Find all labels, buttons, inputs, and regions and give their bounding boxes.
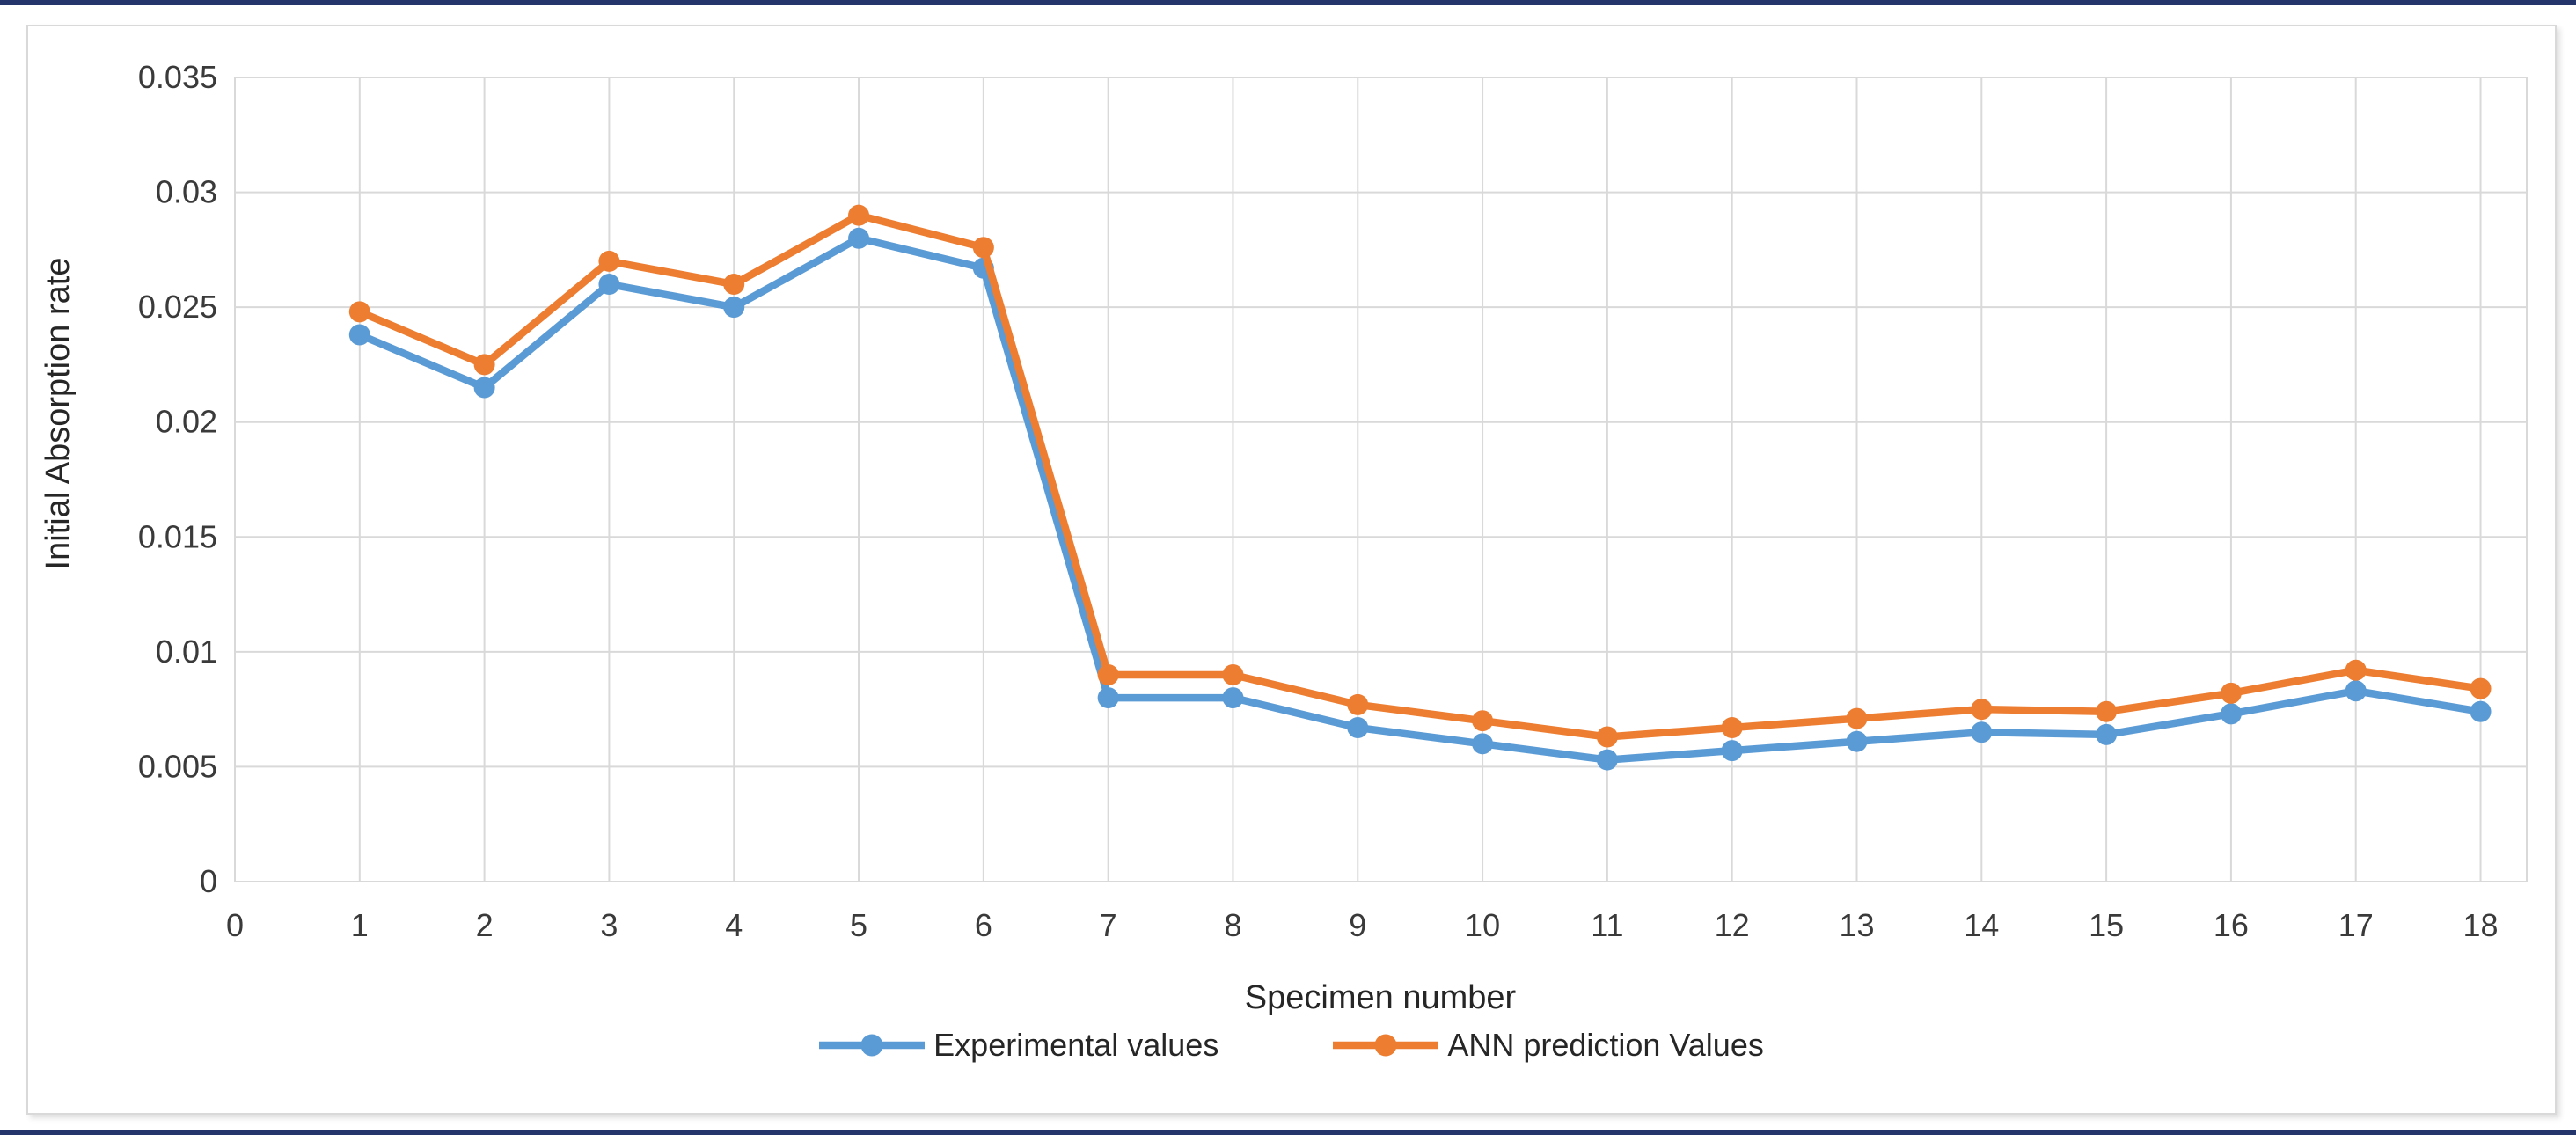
y-tick-label: 0 [200,863,217,899]
chart-frame: 0 0.005 0.01 0.015 0.02 0.025 0.03 0.035 0 1 2 3 4 5 6… [26,25,2557,1115]
legend-item-0: Experimental values [819,1029,1218,1061]
bottom-rule [0,1130,2576,1135]
series-marker-0 [1846,730,1868,752]
y-tick-label: 0.01 [156,633,217,670]
x-tick-label: 4 [725,907,743,943]
x-tick-label: 6 [975,907,992,943]
series-marker-1 [2220,682,2242,704]
series-marker-0 [348,324,370,346]
plot-border [234,77,2528,882]
x-tick-label: 16 [2214,907,2249,943]
legend-label: Experimental values [933,1027,1219,1063]
legend-label: ANN prediction Values [1447,1027,1764,1063]
x-tick-label: 5 [850,907,867,943]
series-marker-0 [723,297,745,319]
series-line-1 [355,211,2485,741]
x-tick-label: 13 [1839,907,1874,943]
series-marker-1 [2345,659,2367,681]
series-marker-0 [598,274,620,296]
series-marker-1 [1097,663,1119,685]
x-tick-label: 15 [2089,907,2124,943]
series-marker-0 [2220,703,2242,725]
legend-marker-icon [819,1034,926,1057]
series-marker-1 [1222,663,1244,685]
x-tick-label: 17 [2338,907,2374,943]
y-tick-label: 0.02 [156,404,217,440]
x-tick-label: 14 [1964,907,1999,943]
x-tick-label: 3 [600,907,618,943]
series-marker-1 [2096,700,2118,722]
y-tick-label: 0.03 [156,174,217,210]
series-marker-1 [1472,710,1494,732]
series-marker-1 [2470,677,2492,699]
y-axis-title: Initial Absorption rate [40,257,77,570]
x-tick-label: 0 [226,907,244,943]
y-tick-label: 0.005 [138,748,217,784]
x-tick-label: 18 [2463,907,2499,943]
x-tick-label: 9 [1349,907,1366,943]
series-marker-1 [1846,707,1868,729]
y-tick-label: 0.035 [138,59,217,95]
series-marker-0 [1472,733,1494,755]
series-marker-1 [1596,726,1618,748]
series-marker-0 [2345,680,2367,702]
series-marker-0 [1222,687,1244,709]
x-axis-title: Specimen number [1244,979,1517,1016]
series-marker-0 [1971,721,1993,743]
series-marker-0 [1097,687,1119,709]
series-marker-0 [848,227,870,249]
x-tick-label: 1 [351,907,369,943]
x-tick-label: 10 [1465,907,1500,943]
series-marker-0 [1596,749,1618,771]
y-tick-label: 0.025 [138,289,217,325]
y-tick-label: 0.015 [138,518,217,554]
x-tick-label: 2 [476,907,494,943]
series-marker-1 [348,301,370,323]
series-marker-1 [1347,693,1369,715]
x-tick-label: 12 [1715,907,1750,943]
series-marker-0 [2470,700,2492,722]
series-marker-1 [1721,717,1743,739]
series-marker-1 [723,274,745,296]
x-tick-label: 11 [1591,907,1623,943]
x-tick-label: 8 [1224,907,1241,943]
series-marker-0 [2096,723,2118,745]
legend-marker-icon [1333,1034,1439,1057]
series-marker-1 [473,354,495,376]
series-marker-1 [1971,699,1993,721]
series-marker-1 [598,250,620,272]
legend: Experimental values ANN prediction Values [28,1029,2555,1061]
series-line-0 [355,234,2485,764]
series-marker-0 [473,377,495,399]
series-marker-1 [848,204,870,226]
x-tick-label: 7 [1100,907,1117,943]
series-marker-0 [1347,717,1369,739]
series-marker-1 [972,237,994,259]
top-rule [0,0,2576,5]
series-marker-0 [1721,740,1743,762]
legend-item-1: ANN prediction Values [1333,1029,1764,1061]
